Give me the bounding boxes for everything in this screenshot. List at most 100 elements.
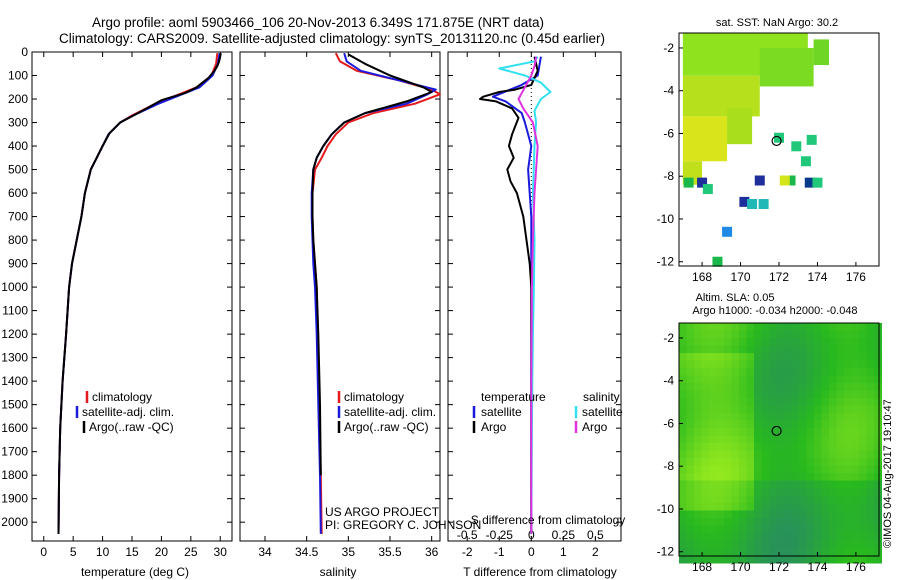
map-cell xyxy=(859,533,867,541)
map-cell xyxy=(799,428,807,436)
map-cell xyxy=(694,420,702,429)
map-cell xyxy=(724,435,732,444)
map-cell xyxy=(724,510,732,519)
map-cell xyxy=(866,420,875,429)
map-cell xyxy=(874,458,882,466)
map-cell xyxy=(754,360,762,369)
map-cell xyxy=(701,450,710,459)
x-tick-label: 2 xyxy=(592,545,599,559)
map-cell xyxy=(799,383,807,391)
map-cell xyxy=(709,555,717,564)
map-cell xyxy=(806,428,815,436)
map-cell xyxy=(806,390,815,399)
map-cell xyxy=(679,473,687,481)
map-cell xyxy=(769,420,777,429)
map-cell xyxy=(739,443,747,451)
map-cell xyxy=(866,443,875,451)
map-cell xyxy=(731,420,740,429)
map-cell xyxy=(784,383,792,391)
map-cell xyxy=(754,338,762,346)
map-cell xyxy=(806,398,815,406)
map-x-tick-label: 168 xyxy=(692,270,712,284)
map-cell xyxy=(799,353,807,361)
map-cell xyxy=(716,495,725,504)
map-cell xyxy=(709,375,717,384)
map-cell xyxy=(769,383,777,391)
map-cell xyxy=(716,503,725,511)
map-cell xyxy=(859,555,867,564)
map-cell xyxy=(851,465,860,474)
map-cell xyxy=(799,450,807,459)
map-cell xyxy=(806,458,815,466)
map-cell xyxy=(784,555,792,564)
map-cell xyxy=(821,465,830,474)
map-cell xyxy=(851,473,860,481)
map-cell xyxy=(791,465,800,474)
map-cell xyxy=(701,495,710,504)
map-cell xyxy=(806,518,815,526)
map-cell xyxy=(866,503,875,511)
map-cell xyxy=(754,488,762,496)
map-cell xyxy=(686,548,695,556)
map-cell xyxy=(746,480,755,489)
map-cell xyxy=(866,428,875,436)
map-cell xyxy=(776,383,785,391)
map-cell xyxy=(754,518,762,526)
map-cell xyxy=(701,338,710,346)
map-cell xyxy=(746,518,755,526)
x-tick-label: 35 xyxy=(342,545,356,559)
map-cell xyxy=(709,435,717,444)
map-cell xyxy=(829,510,837,519)
map-cell xyxy=(739,345,747,354)
map-cell xyxy=(682,116,728,162)
map-cell xyxy=(686,413,695,421)
map-cell xyxy=(866,555,875,564)
map-cell xyxy=(874,540,882,549)
map-cell xyxy=(724,383,732,391)
map-cell xyxy=(761,555,770,564)
map-cell xyxy=(784,450,792,459)
map-cell xyxy=(814,420,822,429)
map-cell xyxy=(814,533,822,541)
map-cell xyxy=(776,503,785,511)
map-cell xyxy=(701,398,710,406)
map-cell xyxy=(791,458,800,466)
x2-tick-label: 0.5 xyxy=(587,528,604,542)
map-cell xyxy=(694,413,702,421)
map-cell xyxy=(709,413,717,421)
map-cell xyxy=(791,533,800,541)
map-cell xyxy=(821,450,830,459)
map-cell xyxy=(836,360,845,369)
map-y-tick-label: -4 xyxy=(663,374,674,388)
map-cell xyxy=(724,503,732,511)
map-cell xyxy=(866,398,875,406)
map-cell xyxy=(769,360,777,369)
map-cell xyxy=(829,488,837,496)
map-cell xyxy=(739,420,747,429)
map-cell xyxy=(739,473,747,481)
map-cell xyxy=(859,435,867,444)
map-cell xyxy=(709,503,717,511)
map-cell xyxy=(746,473,755,481)
map-cell xyxy=(791,488,800,496)
map-cell xyxy=(746,435,755,444)
map-cell xyxy=(874,525,882,534)
map-cell xyxy=(866,450,875,459)
map-cell xyxy=(694,330,702,339)
map-cell xyxy=(761,480,770,489)
map-cell xyxy=(694,533,702,541)
map-cell xyxy=(776,443,785,451)
map-cell xyxy=(799,323,807,331)
map-cell xyxy=(686,465,695,474)
map-cell xyxy=(776,353,785,361)
map-cell xyxy=(829,503,837,511)
map-cell xyxy=(806,443,815,451)
map-cell xyxy=(821,548,830,556)
map-cell xyxy=(776,510,785,519)
map-cell xyxy=(829,330,837,339)
map-cell xyxy=(851,338,860,346)
map-cell xyxy=(836,525,845,534)
map-cell xyxy=(709,428,717,436)
map-cell xyxy=(851,525,860,534)
map-cell xyxy=(769,375,777,384)
